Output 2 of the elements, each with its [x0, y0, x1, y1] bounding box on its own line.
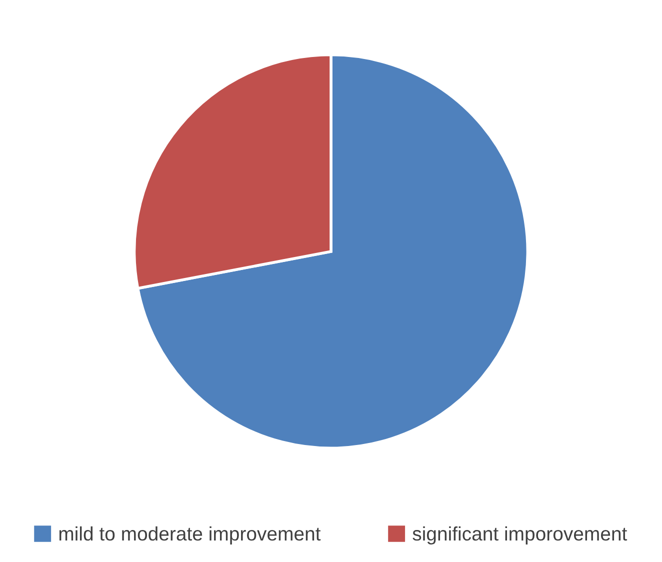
legend-label: mild to moderate improvement: [59, 526, 321, 544]
legend-label: significant imporovement: [412, 526, 628, 544]
